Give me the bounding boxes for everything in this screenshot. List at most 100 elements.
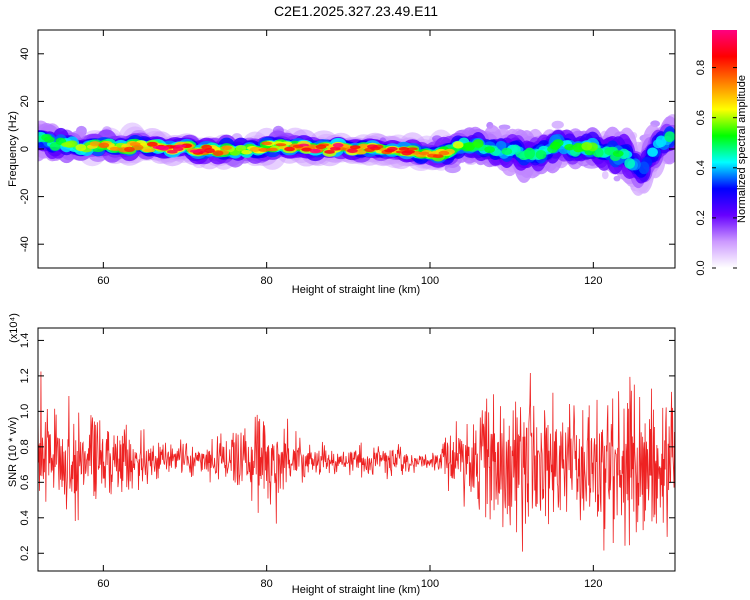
- heatmap-cell: [418, 151, 430, 155]
- spectrogram-x-ticks: 60 80 100 120: [97, 30, 603, 287]
- colorbar-tick-label: 0.6: [695, 110, 707, 125]
- spectrogram-y-axis-label: Frequency (Hz): [7, 111, 19, 187]
- spectrogram-x-axis-label: Height of straight line (km): [292, 284, 420, 296]
- heatmap-cell: [212, 150, 224, 157]
- heatmap-cell: [613, 175, 621, 182]
- heatmap-cell: [551, 120, 564, 129]
- colorbar-tick-label: 0.0: [695, 260, 707, 275]
- heatmap-cell: [581, 141, 593, 151]
- heatmap-cell: [158, 145, 170, 151]
- heatmap-cell: [301, 147, 313, 152]
- heatmap-cell: [484, 146, 495, 153]
- heatmap-cell: [407, 147, 418, 151]
- spectrogram-panel: 60 80 100 120 -40 -20 0 20 40 Height of straigh…: [7, 29, 676, 296]
- heatmap-cell: [75, 144, 87, 152]
- heatmap-cell: [146, 141, 158, 147]
- x-tick-label: 100: [421, 578, 439, 590]
- y-tick-label: 1.2: [19, 368, 31, 383]
- heatmap-cell: [315, 144, 327, 150]
- heatmap-cell: [572, 142, 584, 153]
- heatmap-cell: [549, 141, 561, 150]
- snr-x-axis-label: Height of straight line (km): [292, 584, 420, 596]
- heatmap-cell: [132, 144, 144, 151]
- heatmap-cell: [495, 140, 507, 151]
- heatmap-cell: [464, 142, 475, 151]
- heatmap-cell: [172, 146, 184, 152]
- heatmap-cell: [347, 148, 358, 154]
- heatmap-cell: [452, 141, 464, 149]
- heatmap-cell: [367, 144, 378, 149]
- x-tick-label: 60: [97, 578, 109, 590]
- heatmap-cell: [61, 142, 72, 148]
- colorbar: 0.0 0.2 0.4 0.6 0.8 Normalized spectral ampl…: [695, 30, 748, 276]
- heatmap-cell: [221, 145, 233, 151]
- heatmap-cell: [329, 146, 341, 151]
- snr-frame: [37, 327, 676, 572]
- x-tick-label: 120: [584, 275, 602, 287]
- snr-y-ticks: 0.2 0.4 0.6 0.8 1.0 1.2 1.4: [19, 333, 675, 561]
- heatmap-cell: [324, 149, 335, 154]
- heatmap-cell: [524, 147, 536, 160]
- y-tick-label: 0.6: [19, 475, 31, 490]
- heatmap-cell: [275, 143, 287, 147]
- y-tick-label: 0.2: [19, 546, 31, 561]
- heatmap-cell: [284, 146, 295, 152]
- heatmap-cell: [204, 148, 215, 154]
- x-tick-label: 120: [584, 578, 602, 590]
- y-tick-label: 0: [19, 146, 31, 152]
- heatmap-cell: [92, 148, 104, 153]
- heatmap-cell: [124, 146, 135, 153]
- heatmap-cell: [175, 144, 187, 148]
- snr-series-line: [38, 371, 675, 552]
- heatmap-cell: [89, 141, 101, 147]
- y-tick-label: -20: [19, 189, 31, 205]
- y-tick-label: 40: [19, 48, 31, 60]
- colorbar-label: Normalized spectral amplitude: [736, 75, 748, 223]
- heatmap-cell: [472, 139, 484, 148]
- y-tick-label: 0.4: [19, 510, 31, 525]
- heatmap-cell: [298, 143, 310, 147]
- colorbar-gradient: [712, 30, 737, 268]
- heatmap-cell: [432, 154, 444, 159]
- heatmap-cell: [261, 141, 273, 146]
- colorbar-tick-label: 0.4: [695, 160, 707, 175]
- heatmap-cell: [267, 147, 278, 152]
- heatmap-cell: [309, 148, 321, 154]
- snr-y-axis-label: SNR (10 * v/v): [7, 417, 19, 487]
- heatmap-cell: [358, 143, 370, 149]
- snr-panel: 60 80 100 120 0.2 0.4 0.6 0.8 1.0 1.2 1.4 Height …: [7, 313, 676, 596]
- heatmap-cell: [109, 146, 121, 151]
- y-tick-label: 0.8: [19, 439, 31, 454]
- colorbar-tick-label: 0.2: [695, 210, 707, 225]
- y-tick-label: 20: [19, 95, 31, 107]
- colorbar-ticks: 0.0 0.2 0.4 0.6 0.8: [695, 60, 737, 276]
- spectrogram-marks: [38, 114, 675, 196]
- y-tick-label: 1.4: [19, 333, 31, 348]
- heatmap-cell: [501, 147, 513, 155]
- heatmap-cell: [564, 144, 576, 151]
- colorbar-tick-label: 0.8: [695, 60, 707, 75]
- heatmap-cell: [332, 142, 344, 148]
- chart-title: C2E1.2025.327.23.49.E11: [274, 3, 438, 19]
- heatmap-cell: [249, 146, 261, 152]
- heatmap-cell: [189, 149, 201, 153]
- spectrogram-y-ticks: -40 -20 0 20 40: [19, 48, 675, 252]
- heatmap-cell: [166, 150, 178, 154]
- heatmap-cell: [44, 136, 55, 143]
- heatmap-cell: [235, 145, 247, 152]
- heatmap-cell: [624, 158, 636, 169]
- heatmap-cell: [144, 148, 155, 153]
- heatmap-cell: [612, 150, 624, 157]
- x-tick-label: 60: [97, 275, 109, 287]
- heatmap-cell: [398, 147, 410, 151]
- heatmap-cell: [387, 146, 398, 151]
- heatmap-cell: [241, 149, 253, 155]
- x-tick-label: 100: [421, 275, 439, 287]
- heatmap-cell: [655, 135, 667, 148]
- heatmap-cell: [604, 147, 616, 156]
- y-tick-label: -40: [19, 236, 31, 252]
- y-tick-label: 1.0: [19, 404, 31, 419]
- heatmap-cell: [98, 142, 110, 149]
- heatmap-cell: [258, 147, 270, 152]
